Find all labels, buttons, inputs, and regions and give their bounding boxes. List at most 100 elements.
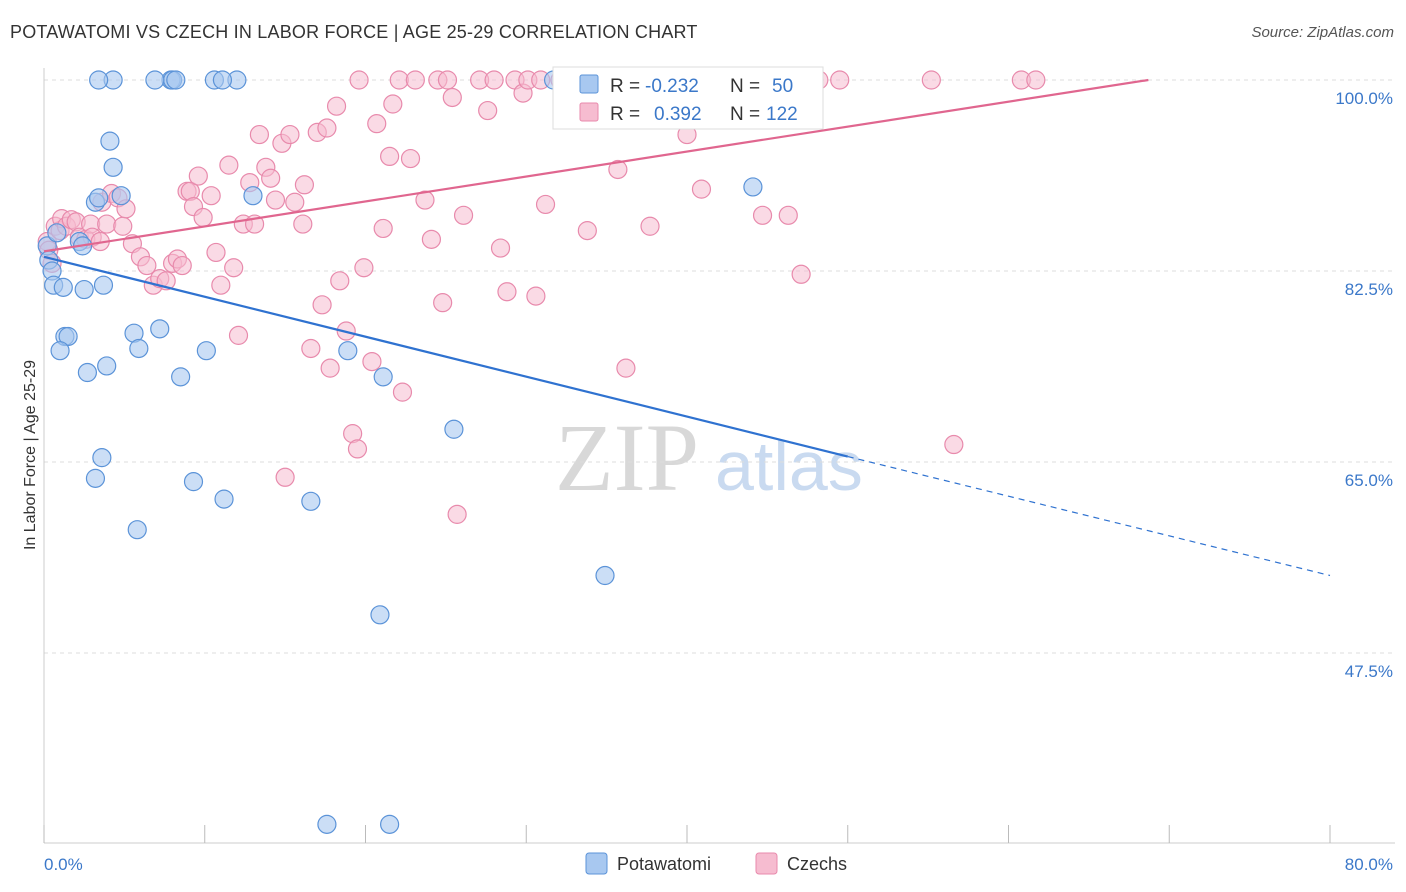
czech-point bbox=[219, 155, 239, 175]
czech-point bbox=[224, 258, 244, 278]
trend-lines bbox=[43, 78, 1331, 577]
czech-point bbox=[1026, 70, 1046, 90]
watermark-atlas: atlas bbox=[715, 427, 863, 505]
y-tick-labels: 47.5% 65.0% 82.5% 100.0% bbox=[1335, 89, 1393, 681]
legend-n-value-2: 122 bbox=[766, 104, 798, 125]
bottom-legend-czech-label: Czechs bbox=[787, 854, 847, 874]
potawatomi-point bbox=[743, 177, 763, 197]
czech-point bbox=[400, 148, 421, 169]
potawatomi-point bbox=[150, 319, 170, 339]
czech-point bbox=[367, 114, 387, 134]
czech-point bbox=[137, 255, 157, 276]
legend-n-label-1: N = bbox=[730, 76, 760, 97]
potawatomi-point bbox=[85, 468, 106, 488]
potawatomi-point bbox=[129, 338, 149, 359]
potawatomi-point bbox=[595, 565, 615, 586]
czech-point bbox=[535, 194, 556, 215]
potawatomi-point bbox=[380, 814, 400, 834]
czech-trend-line bbox=[43, 78, 1149, 253]
legend-potawatomi-swatch bbox=[579, 74, 599, 94]
potawatomi-trend-extension bbox=[847, 455, 1331, 577]
czech-point bbox=[433, 293, 453, 313]
czech-point bbox=[249, 124, 270, 145]
potawatomi-point bbox=[196, 341, 216, 361]
czech-point bbox=[447, 504, 467, 524]
potawatomi-point bbox=[89, 70, 109, 90]
czech-point bbox=[193, 207, 213, 228]
czech-point bbox=[752, 205, 773, 225]
czech-point bbox=[228, 325, 249, 345]
potawatomi-point bbox=[214, 489, 234, 509]
potawatomi-point bbox=[93, 275, 114, 295]
bottom-legend-potawatomi-swatch bbox=[585, 852, 608, 875]
czech-point bbox=[280, 124, 300, 145]
czech-point bbox=[484, 70, 504, 90]
czech-point bbox=[490, 238, 511, 258]
czech-point bbox=[349, 70, 369, 90]
legend-r-label-2: R = bbox=[610, 104, 640, 125]
chart-title: POTAWATOMI VS CZECH IN LABOR FORCE | AGE… bbox=[10, 22, 698, 42]
czech-point bbox=[172, 255, 192, 276]
potawatomi-point bbox=[243, 186, 263, 206]
x-tick-label: 80.0% bbox=[1345, 855, 1393, 874]
potawatomi-point bbox=[171, 367, 191, 387]
y-tick-label: 82.5% bbox=[1345, 280, 1393, 299]
czech-point bbox=[326, 96, 347, 116]
potawatomi-point bbox=[111, 186, 131, 206]
x-tick-labels: 0.0% 80.0% bbox=[44, 855, 1393, 874]
czech-point bbox=[778, 205, 798, 225]
potawatomi-point bbox=[338, 341, 358, 361]
legend-r-label-1: R = bbox=[610, 76, 640, 97]
gridlines bbox=[44, 79, 1395, 654]
czech-point bbox=[577, 221, 597, 241]
czech-point bbox=[421, 229, 442, 249]
czech-point bbox=[261, 168, 281, 188]
czech-point bbox=[265, 190, 286, 210]
potawatomi-point bbox=[92, 448, 112, 468]
czech-point bbox=[608, 159, 628, 180]
potawatomi-points bbox=[37, 70, 763, 834]
potawatomi-point bbox=[77, 362, 98, 383]
potawatomi-point bbox=[373, 367, 393, 387]
czech-point bbox=[437, 70, 458, 90]
potawatomi-point bbox=[145, 70, 165, 90]
series-legend: Potawatomi Czechs bbox=[585, 852, 847, 875]
czech-point bbox=[320, 358, 340, 378]
y-tick-label: 65.0% bbox=[1345, 471, 1393, 490]
potawatomi-point bbox=[50, 341, 70, 361]
potawatomi-point bbox=[370, 605, 390, 625]
czech-point bbox=[201, 186, 221, 206]
czech-point bbox=[921, 70, 941, 90]
czech-point bbox=[383, 94, 403, 114]
y-tick-label: 47.5% bbox=[1345, 662, 1393, 681]
czech-point bbox=[478, 100, 498, 121]
watermark-zip: ZIP bbox=[555, 404, 699, 511]
potawatomi-point bbox=[74, 279, 94, 300]
legend-n-label-2: N = bbox=[730, 104, 760, 125]
x-tick-label: 0.0% bbox=[44, 855, 83, 874]
bottom-legend-potawatomi-label: Potawatomi bbox=[617, 854, 711, 874]
chart-source: Source: ZipAtlas.com bbox=[1251, 24, 1394, 41]
czech-point bbox=[442, 87, 462, 108]
czech-point bbox=[301, 338, 321, 359]
potawatomi-point bbox=[103, 157, 123, 177]
czech-point bbox=[317, 118, 337, 138]
czech-point bbox=[453, 205, 474, 225]
czech-point bbox=[526, 286, 546, 306]
axes bbox=[43, 68, 1395, 844]
potawatomi-point bbox=[183, 472, 204, 492]
czech-point bbox=[791, 264, 811, 284]
czech-point bbox=[944, 434, 964, 455]
czech-point bbox=[347, 439, 368, 459]
potawatomi-trend-line bbox=[43, 255, 849, 458]
potawatomi-point bbox=[317, 814, 337, 834]
czech-point bbox=[415, 190, 435, 210]
czech-point bbox=[616, 358, 636, 378]
czech-point bbox=[285, 192, 305, 212]
czech-point bbox=[330, 271, 350, 291]
czech-point bbox=[294, 175, 315, 195]
czech-point bbox=[211, 275, 231, 295]
czech-point bbox=[373, 218, 393, 239]
czech-point bbox=[640, 216, 660, 236]
potawatomi-point bbox=[166, 70, 186, 90]
